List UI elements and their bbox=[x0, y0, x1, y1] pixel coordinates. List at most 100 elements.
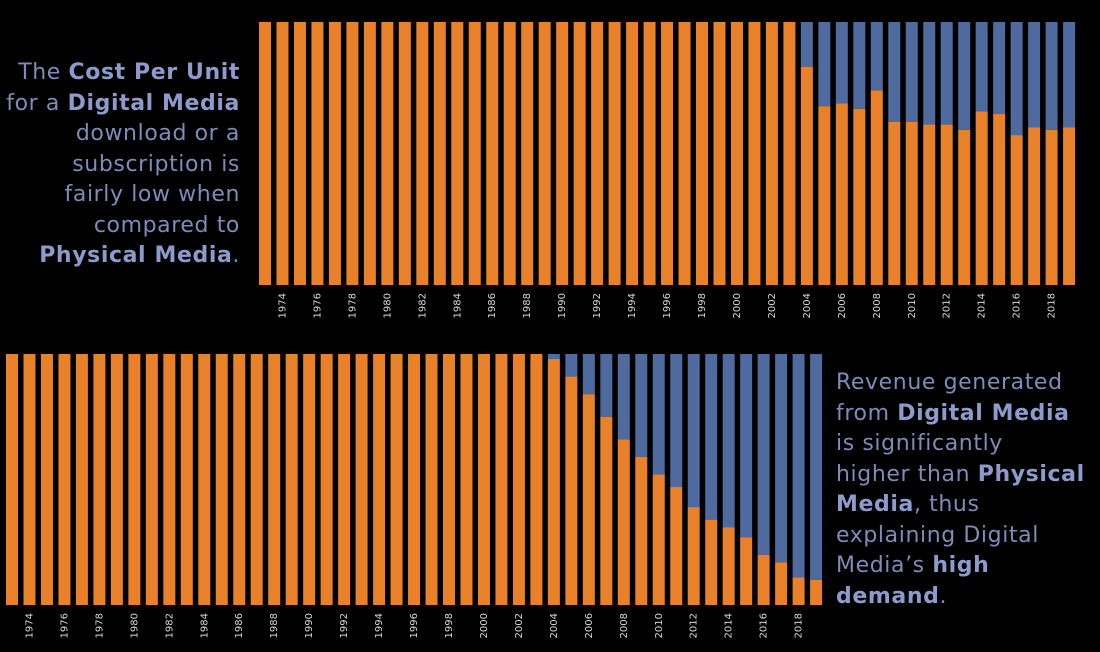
bar-physical-1996 bbox=[408, 354, 421, 605]
x-tick-label: 1998 bbox=[697, 293, 708, 318]
bar-digital-2011 bbox=[670, 354, 683, 488]
x-tick-label: 2002 bbox=[767, 293, 778, 318]
bar-digital-2017 bbox=[1028, 22, 1041, 128]
bar-physical-2012 bbox=[940, 124, 953, 285]
bar-physical-2003 bbox=[783, 22, 796, 285]
x-tick-label: 1976 bbox=[59, 613, 70, 638]
bar-digital-2008 bbox=[870, 22, 883, 91]
bar-physical-2007 bbox=[853, 108, 866, 285]
x-tick-label: 1990 bbox=[304, 613, 315, 638]
caption-emphasis: Digital Media bbox=[897, 400, 1070, 426]
caption-text: compared to bbox=[93, 212, 240, 238]
x-tick-label: 1980 bbox=[382, 293, 393, 318]
x-tick-label: 2016 bbox=[1012, 293, 1023, 318]
bar-physical-2014 bbox=[975, 111, 988, 285]
bar-physical-1981 bbox=[145, 354, 158, 605]
bar-physical-1982 bbox=[163, 354, 176, 605]
bar-physical-1998 bbox=[696, 22, 708, 285]
caption-text: The bbox=[18, 60, 69, 85]
bar-digital-2007 bbox=[853, 22, 866, 109]
x-tick-label: 1986 bbox=[234, 613, 245, 638]
caption-emphasis: high bbox=[932, 553, 990, 578]
x-tick-label: 2012 bbox=[942, 293, 953, 318]
x-tick-label: 1994 bbox=[374, 613, 385, 638]
x-tick-label: 2004 bbox=[802, 293, 813, 318]
x-tick-label: 2006 bbox=[584, 613, 595, 638]
x-tick-label: 1988 bbox=[269, 613, 280, 638]
bar-physical-2011 bbox=[923, 124, 936, 285]
bar-digital-2018 bbox=[792, 354, 805, 578]
bar-physical-1989 bbox=[538, 22, 551, 285]
bar-physical-2002 bbox=[512, 354, 525, 605]
x-tick-label: 2008 bbox=[619, 613, 630, 638]
bar-physical-2018 bbox=[1045, 129, 1058, 285]
caption-emphasis: Digital Media bbox=[67, 90, 240, 116]
bar-physical-2011 bbox=[670, 487, 683, 605]
bar-digital-2019 bbox=[1063, 22, 1076, 128]
x-tick-label: 2016 bbox=[759, 613, 770, 638]
x-tick-label: 2004 bbox=[549, 613, 560, 638]
x-tick-label: 2008 bbox=[872, 293, 883, 318]
bar-physical-2010 bbox=[905, 121, 918, 285]
bar-physical-2017 bbox=[775, 562, 788, 605]
bar-physical-2003 bbox=[530, 354, 543, 605]
bar-physical-1990 bbox=[303, 354, 316, 605]
bar-physical-2008 bbox=[870, 90, 883, 285]
bar-digital-2004 bbox=[547, 354, 560, 360]
bar-physical-2005 bbox=[818, 106, 831, 285]
bar-physical-1999 bbox=[460, 354, 473, 605]
bar-physical-1974 bbox=[23, 354, 36, 605]
x-tick-label: 2010 bbox=[907, 293, 918, 318]
bar-digital-2006 bbox=[582, 354, 595, 395]
bar-physical-1988 bbox=[268, 354, 281, 605]
bar-digital-2008 bbox=[617, 354, 630, 440]
x-tick-label: 1978 bbox=[347, 293, 358, 318]
bar-physical-2009 bbox=[635, 456, 648, 605]
bar-digital-2015 bbox=[993, 22, 1006, 115]
bar-physical-2004 bbox=[800, 66, 813, 286]
caption-emphasis: demand bbox=[836, 583, 940, 609]
bar-digital-2004 bbox=[800, 22, 813, 67]
bar-physical-1975 bbox=[293, 22, 306, 285]
bar-physical-1977 bbox=[75, 354, 88, 605]
bar-digital-2015 bbox=[740, 354, 753, 538]
caption-text: for a bbox=[6, 90, 68, 116]
caption-text: , thus bbox=[913, 492, 980, 517]
bar-physical-1995 bbox=[390, 354, 403, 605]
bar-physical-2002 bbox=[765, 22, 778, 285]
bar-physical-1979 bbox=[110, 354, 123, 605]
x-tick-label: 2010 bbox=[654, 613, 665, 638]
bar-physical-2017 bbox=[1028, 127, 1041, 285]
caption-text: subscription is bbox=[72, 151, 240, 177]
x-tick-label: 2014 bbox=[724, 613, 735, 638]
bar-physical-1978 bbox=[93, 354, 106, 605]
bar-physical-2014 bbox=[722, 527, 735, 605]
bar-physical-2008 bbox=[617, 439, 630, 605]
bar-digital-2009 bbox=[888, 22, 901, 122]
bar-digital-2007 bbox=[600, 354, 613, 417]
x-tick-label: 1980 bbox=[129, 613, 140, 638]
bar-physical-1998 bbox=[443, 354, 455, 605]
bar-physical-1987 bbox=[250, 354, 263, 605]
bar-physical-1978 bbox=[346, 22, 359, 285]
x-tick-label: 1988 bbox=[522, 293, 533, 318]
bar-physical-1974 bbox=[276, 22, 289, 285]
caption-text: download or a bbox=[75, 121, 240, 146]
bar-physical-1979 bbox=[363, 22, 376, 285]
x-tick-label: 1974 bbox=[24, 613, 35, 638]
caption-text: is significantly bbox=[836, 431, 1003, 456]
bar-digital-2014 bbox=[975, 22, 988, 112]
x-tick-label: 2000 bbox=[732, 293, 743, 318]
caption-text: Media’s bbox=[836, 553, 933, 578]
bar-physical-1989 bbox=[285, 354, 298, 605]
bar-physical-1973 bbox=[259, 22, 271, 285]
x-tick-label: 1978 bbox=[94, 613, 105, 638]
cost-per-unit-chart: 1974 1976 1978 1980 1982 1984 1986 1988 1990 1992… bbox=[259, 22, 1076, 318]
bar-physical-2007 bbox=[600, 416, 613, 605]
bar-physical-1994 bbox=[373, 354, 386, 605]
bar-physical-1977 bbox=[328, 22, 341, 285]
bar-physical-2016 bbox=[757, 554, 770, 605]
bar-physical-1991 bbox=[573, 22, 586, 285]
bar-digital-2019 bbox=[810, 354, 823, 580]
revenue-caption: Revenue generated from Digital Media is si… bbox=[836, 368, 1098, 612]
